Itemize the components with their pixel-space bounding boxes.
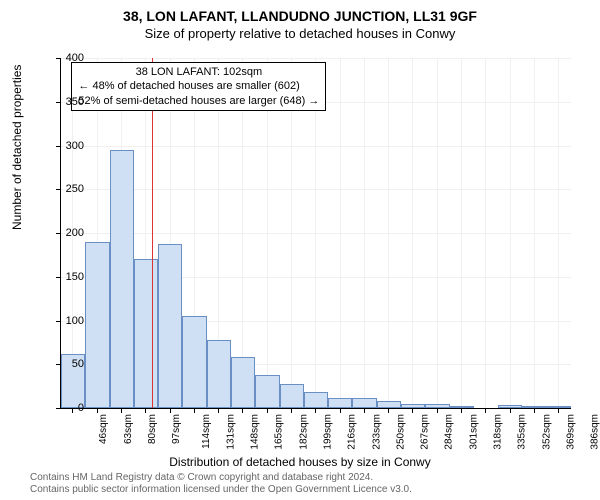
- y-axis-label: Number of detached properties: [10, 65, 24, 230]
- histogram-bar: [158, 244, 182, 409]
- xtick-label: 216sqm: [347, 414, 358, 450]
- xtick-mark: [412, 408, 413, 413]
- xtick-mark: [534, 408, 535, 413]
- grid-line-v: [412, 58, 413, 408]
- xtick-label: 199sqm: [323, 414, 334, 450]
- histogram-bar: [377, 401, 401, 408]
- histogram-bar: [231, 357, 255, 408]
- xtick-label: 386sqm: [590, 414, 600, 450]
- xtick-label: 335sqm: [517, 414, 528, 450]
- xtick-label: 182sqm: [298, 414, 309, 450]
- ytick-label: 350: [54, 96, 84, 108]
- xtick-label: 165sqm: [274, 414, 285, 450]
- footer-line1: Contains HM Land Registry data © Crown c…: [30, 472, 412, 484]
- xtick-mark: [510, 408, 511, 413]
- annotation-box: 38 LON LAFANT: 102sqm ← 48% of detached …: [71, 62, 326, 111]
- annotation-line3: 52% of semi-detached houses are larger (…: [78, 94, 319, 108]
- histogram-bar: [352, 398, 376, 409]
- ytick-label: 200: [54, 227, 84, 239]
- histogram-bar: [255, 375, 279, 408]
- xtick-mark: [291, 408, 292, 413]
- xtick-mark: [364, 408, 365, 413]
- xtick-label: 148sqm: [250, 414, 261, 450]
- xtick-mark: [461, 408, 462, 413]
- xtick-label: 369sqm: [565, 414, 576, 450]
- x-axis-label: Distribution of detached houses by size …: [0, 455, 600, 469]
- histogram-bar: [328, 398, 352, 409]
- histogram-bar: [182, 316, 206, 408]
- xtick-mark: [218, 408, 219, 413]
- attribution-footer: Contains HM Land Registry data © Crown c…: [30, 472, 412, 496]
- histogram-bar: [425, 404, 449, 408]
- xtick-label: 114sqm: [200, 414, 211, 449]
- xtick-mark: [340, 408, 341, 413]
- xtick-mark: [170, 408, 171, 413]
- xtick-mark: [485, 408, 486, 413]
- xtick-mark: [388, 408, 389, 413]
- xtick-mark: [315, 408, 316, 413]
- xtick-mark: [121, 408, 122, 413]
- xtick-mark: [267, 408, 268, 413]
- histogram-bar: [450, 406, 474, 408]
- grid-line-v: [340, 58, 341, 408]
- histogram-bar: [304, 392, 328, 408]
- annotation-line2: ← 48% of detached houses are smaller (60…: [78, 79, 319, 93]
- histogram-bar: [207, 340, 231, 408]
- xtick-label: 284sqm: [444, 414, 455, 450]
- ytick-label: 300: [54, 140, 84, 152]
- xtick-mark: [242, 408, 243, 413]
- xtick-label: 80sqm: [147, 414, 158, 444]
- histogram-bar: [498, 405, 522, 408]
- footer-line2: Contains public sector information licen…: [30, 484, 412, 496]
- histogram-bar: [280, 384, 304, 409]
- xtick-label: 131sqm: [225, 414, 236, 450]
- ytick-label: 400: [54, 52, 84, 64]
- grid-line-v: [388, 58, 389, 408]
- xtick-mark: [194, 408, 195, 413]
- ytick-label: 100: [54, 315, 84, 327]
- ytick-label: 0: [54, 402, 84, 414]
- grid-line-v: [461, 58, 462, 408]
- xtick-mark: [558, 408, 559, 413]
- grid-line-v: [558, 58, 559, 408]
- histogram-bar: [522, 406, 546, 408]
- xtick-mark: [437, 408, 438, 413]
- ytick-label: 50: [54, 358, 84, 370]
- xtick-label: 46sqm: [98, 414, 109, 444]
- grid-line-v: [485, 58, 486, 408]
- annotation-line1: 38 LON LAFANT: 102sqm: [78, 65, 319, 79]
- xtick-label: 97sqm: [171, 414, 182, 444]
- histogram-bar: [85, 242, 109, 408]
- xtick-label: 318sqm: [493, 414, 504, 450]
- grid-line-v: [534, 58, 535, 408]
- xtick-label: 267sqm: [420, 414, 431, 450]
- grid-line-v: [510, 58, 511, 408]
- ytick-label: 150: [54, 271, 84, 283]
- ytick-label: 250: [54, 183, 84, 195]
- xtick-label: 250sqm: [395, 414, 406, 450]
- histogram-chart: 38 LON LAFANT: 102sqm ← 48% of detached …: [60, 58, 570, 408]
- xtick-mark: [145, 408, 146, 413]
- grid-line-v: [437, 58, 438, 408]
- page-subtitle: Size of property relative to detached ho…: [0, 26, 600, 41]
- xtick-label: 301sqm: [468, 414, 479, 450]
- histogram-bar: [547, 406, 571, 408]
- histogram-bar: [110, 150, 134, 408]
- histogram-bar: [134, 259, 158, 408]
- page-title: 38, LON LAFANT, LLANDUDNO JUNCTION, LL31…: [0, 0, 600, 24]
- xtick-mark: [97, 408, 98, 413]
- xtick-label: 352sqm: [541, 414, 552, 450]
- grid-line-v: [364, 58, 365, 408]
- xtick-label: 63sqm: [123, 414, 134, 444]
- histogram-bar: [401, 404, 425, 408]
- xtick-label: 233sqm: [371, 414, 382, 450]
